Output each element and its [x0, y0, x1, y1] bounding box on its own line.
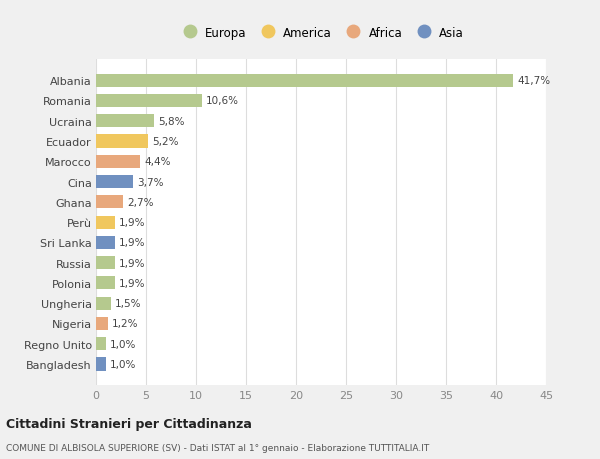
Bar [96, 196, 123, 209]
Text: 1,2%: 1,2% [112, 319, 139, 329]
Legend: Europa, America, Africa, Asia: Europa, America, Africa, Asia [178, 27, 464, 39]
Text: 1,0%: 1,0% [110, 359, 136, 369]
Text: 2,7%: 2,7% [127, 197, 154, 207]
Text: 1,0%: 1,0% [110, 339, 136, 349]
Bar [96, 236, 115, 249]
Bar [96, 216, 115, 229]
Text: 10,6%: 10,6% [206, 96, 239, 106]
Text: 1,9%: 1,9% [119, 278, 146, 288]
Bar [96, 74, 513, 88]
Text: 41,7%: 41,7% [517, 76, 550, 86]
Text: 1,9%: 1,9% [119, 238, 146, 248]
Bar [96, 358, 106, 371]
Bar [96, 95, 202, 108]
Bar [96, 156, 140, 168]
Text: 1,9%: 1,9% [119, 258, 146, 268]
Bar [96, 317, 108, 330]
Text: 5,8%: 5,8% [158, 117, 185, 127]
Text: 4,4%: 4,4% [144, 157, 170, 167]
Bar [96, 257, 115, 269]
Bar [96, 277, 115, 290]
Text: 3,7%: 3,7% [137, 177, 163, 187]
Bar [96, 176, 133, 189]
Text: 5,2%: 5,2% [152, 137, 179, 147]
Bar [96, 297, 111, 310]
Text: COMUNE DI ALBISOLA SUPERIORE (SV) - Dati ISTAT al 1° gennaio - Elaborazione TUTT: COMUNE DI ALBISOLA SUPERIORE (SV) - Dati… [6, 443, 429, 452]
Text: 1,9%: 1,9% [119, 218, 146, 228]
Text: Cittadini Stranieri per Cittadinanza: Cittadini Stranieri per Cittadinanza [6, 417, 252, 430]
Bar [96, 135, 148, 148]
Bar [96, 337, 106, 351]
Text: 1,5%: 1,5% [115, 298, 142, 308]
Bar [96, 115, 154, 128]
